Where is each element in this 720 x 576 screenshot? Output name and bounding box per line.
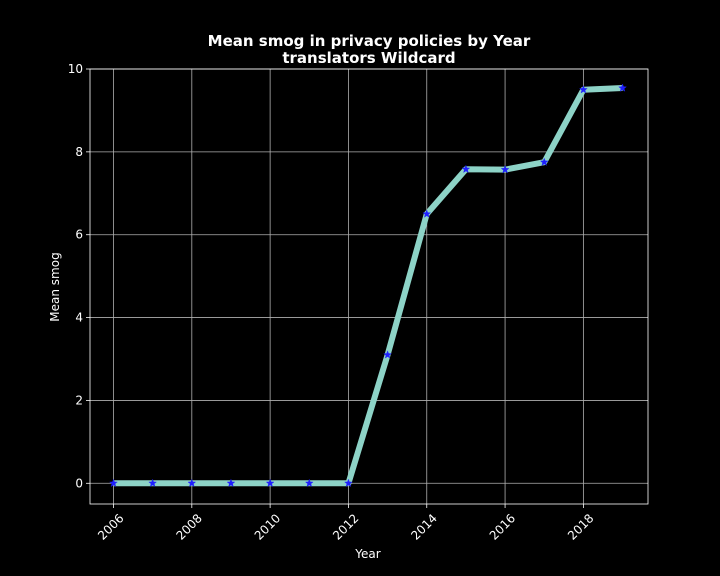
plot-frame bbox=[89, 68, 649, 505]
data-point-marker bbox=[579, 85, 588, 94]
y-tick-label: 0 bbox=[75, 476, 83, 490]
data-point-marker bbox=[109, 478, 118, 487]
data-point-marker bbox=[618, 83, 627, 92]
y-tick-label: 2 bbox=[75, 393, 83, 407]
data-point-marker bbox=[383, 350, 392, 359]
y-tick-label: 6 bbox=[75, 228, 83, 242]
data-point-marker bbox=[539, 157, 549, 166]
data-point-marker bbox=[226, 478, 236, 487]
y-axis-label: Mean smog bbox=[48, 252, 62, 321]
axes bbox=[86, 68, 649, 508]
data-point-marker bbox=[304, 478, 314, 487]
y-tick-label: 8 bbox=[75, 145, 83, 159]
y-tick-label: 4 bbox=[75, 311, 83, 325]
data-point-marker bbox=[148, 478, 157, 487]
data-point-marker bbox=[422, 209, 432, 218]
data-point-marker bbox=[500, 165, 510, 174]
chart-subtitle: translators Wildcard bbox=[282, 49, 455, 67]
data-point-marker bbox=[265, 478, 275, 487]
series-group bbox=[109, 83, 627, 487]
data-point-marker bbox=[461, 164, 471, 173]
series-line bbox=[113, 85, 623, 487]
chart-title: Mean smog in privacy policies by Year bbox=[208, 32, 531, 50]
x-axis-label: Year bbox=[354, 547, 380, 561]
data-point-marker bbox=[187, 478, 197, 487]
data-point-marker bbox=[344, 478, 353, 487]
y-tick-label: 10 bbox=[68, 62, 83, 76]
